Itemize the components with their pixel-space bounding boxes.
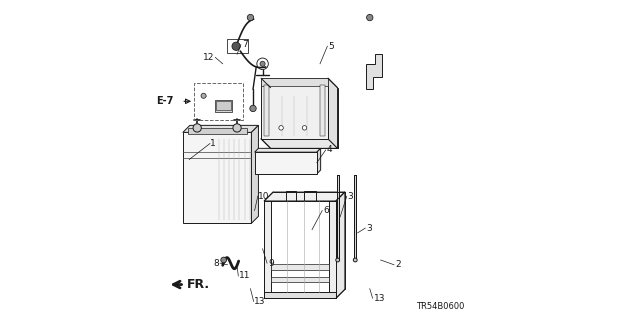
Circle shape [250, 105, 256, 112]
Text: 13: 13 [254, 297, 266, 306]
Bar [329, 201, 336, 298]
Circle shape [247, 14, 253, 21]
Circle shape [302, 126, 307, 130]
Polygon shape [366, 54, 382, 89]
Polygon shape [252, 125, 259, 223]
Text: 11: 11 [239, 271, 251, 280]
Bar [320, 85, 324, 136]
Bar [261, 78, 328, 139]
Text: 10: 10 [259, 192, 270, 201]
Circle shape [221, 257, 227, 263]
Text: 4: 4 [326, 145, 332, 154]
Bar [264, 201, 336, 298]
Text: E-7: E-7 [156, 96, 173, 106]
Circle shape [367, 14, 373, 21]
Polygon shape [317, 148, 321, 174]
Polygon shape [337, 175, 339, 260]
Bar [215, 100, 232, 112]
Bar [227, 39, 248, 53]
Circle shape [279, 126, 284, 130]
Polygon shape [328, 78, 337, 148]
Text: 7: 7 [242, 40, 248, 49]
Polygon shape [255, 148, 321, 152]
Text: 12: 12 [204, 53, 215, 62]
Text: 9: 9 [268, 259, 274, 268]
Circle shape [260, 61, 265, 66]
Text: 5: 5 [328, 42, 333, 51]
Text: 1: 1 [210, 139, 216, 148]
Text: 8: 8 [214, 259, 220, 268]
Circle shape [233, 124, 241, 132]
Bar [255, 152, 317, 174]
Circle shape [201, 93, 206, 98]
Circle shape [193, 124, 202, 132]
Text: FR.: FR. [187, 278, 210, 291]
Polygon shape [183, 125, 259, 132]
Polygon shape [336, 192, 345, 298]
Bar [264, 292, 336, 298]
Bar [271, 277, 329, 282]
Bar [261, 78, 328, 86]
Circle shape [232, 42, 240, 50]
Polygon shape [354, 175, 356, 260]
Text: TR54B0600: TR54B0600 [416, 302, 464, 311]
Circle shape [353, 258, 357, 262]
Polygon shape [261, 139, 337, 148]
Bar [183, 132, 252, 223]
Circle shape [336, 258, 340, 262]
Text: 2: 2 [395, 260, 401, 269]
Text: 13: 13 [374, 294, 385, 303]
Text: 3: 3 [348, 192, 353, 201]
Bar [194, 83, 243, 120]
Polygon shape [264, 192, 345, 201]
Text: 3: 3 [366, 224, 372, 233]
Bar [188, 128, 246, 134]
Bar [264, 85, 269, 136]
Bar [271, 264, 329, 270]
Bar [216, 101, 230, 110]
Bar [264, 201, 271, 298]
Text: 6: 6 [323, 206, 329, 215]
